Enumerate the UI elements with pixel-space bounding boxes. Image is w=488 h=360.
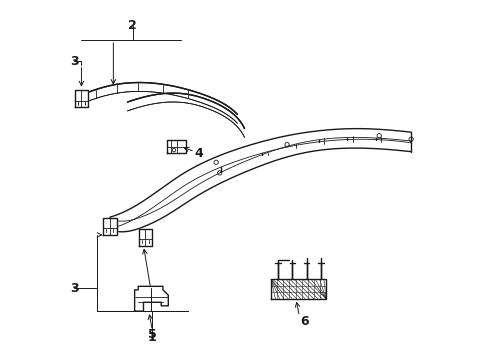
Polygon shape [110, 138, 410, 231]
Polygon shape [81, 82, 237, 123]
Polygon shape [134, 286, 168, 311]
Text: 2: 2 [128, 19, 137, 32]
Text: 4: 4 [194, 147, 203, 160]
Polygon shape [127, 93, 244, 138]
Polygon shape [138, 229, 152, 246]
Polygon shape [270, 279, 325, 299]
Text: 5: 5 [148, 328, 156, 341]
Polygon shape [103, 218, 116, 235]
Polygon shape [110, 129, 410, 228]
Polygon shape [166, 140, 185, 153]
Text: 1: 1 [148, 331, 156, 344]
Text: 6: 6 [300, 315, 308, 328]
Polygon shape [75, 90, 88, 107]
Text: 3: 3 [70, 55, 79, 68]
Text: 3: 3 [70, 282, 79, 294]
